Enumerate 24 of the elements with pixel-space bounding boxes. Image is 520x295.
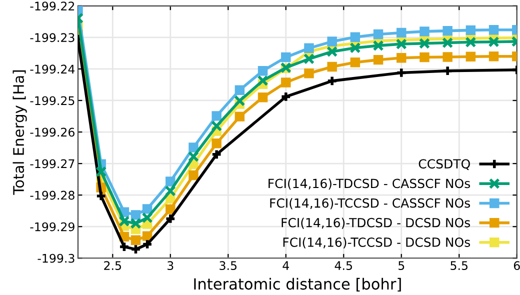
y-tick-label: -199.28 (30, 190, 74, 200)
x-tick-label: 4 (282, 261, 289, 270)
x-tick-label: 3.5 (220, 261, 236, 270)
y-tick-label: -199.3 (38, 254, 74, 263)
y-axis-title: Total Energy [Ha] (12, 70, 27, 195)
legend-label: FCI(14,16)-TCCSD - CASSCF NOs (270, 198, 470, 210)
y-tick-label: -199.24 (30, 64, 75, 74)
x-tick-label: 2.5 (104, 261, 122, 270)
x-tick-label: 5 (398, 261, 404, 270)
x-axis-title: Interatomic distance [bohr] (194, 278, 401, 292)
legend-label: FCI(14,16)-TDCSD - DCSD NOs (282, 218, 470, 229)
y-tick-label: -199.25 (30, 96, 74, 106)
y-tick-label: -199.22 (30, 2, 74, 11)
x-tick-label: 5.5 (450, 261, 468, 270)
x-tick-label: 3 (168, 261, 174, 270)
x-tick-label: 4.5 (334, 261, 352, 270)
y-tick-label: -199.27 (30, 159, 74, 168)
legend-label: FCI(14,16)-TCCSD - DCSD NOs (283, 237, 470, 248)
y-tick-label: -199.23 (30, 33, 74, 42)
y-tick-label: -199.29 (30, 222, 74, 232)
y-tick-label: -199.26 (30, 128, 74, 137)
legend-label: FCI(14,16)-TDCSD - CASSCF NOs (268, 178, 470, 190)
x-tick-label: 6 (514, 261, 520, 270)
legend-label: CCSDTQ (418, 159, 470, 170)
